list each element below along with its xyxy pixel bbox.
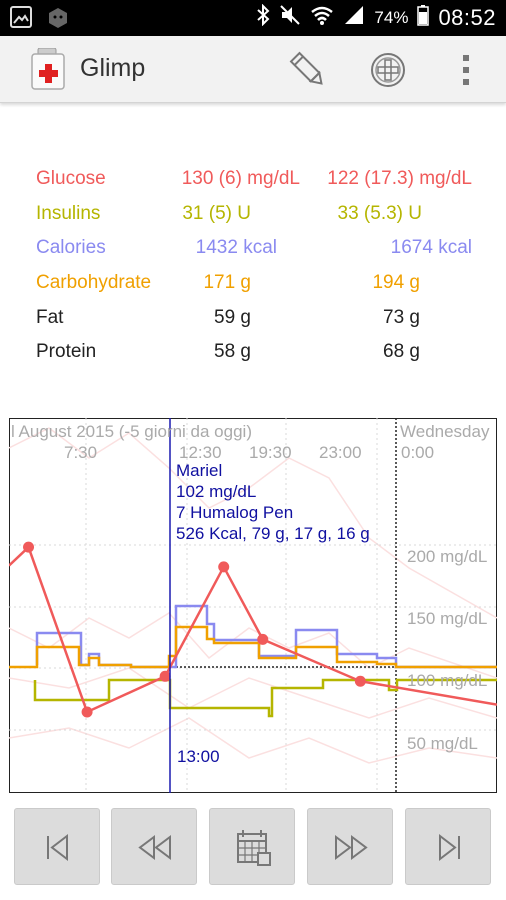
- stat-value-1: 1432 kcal: [195, 237, 277, 258]
- rewind-button[interactable]: [111, 808, 197, 885]
- glucose-point[interactable]: [159, 670, 171, 682]
- skip-first-icon: [47, 833, 68, 862]
- stat-value-1: 130 (6) mg/dL: [181, 168, 300, 189]
- chart-date-label: l August 2015 (-5 giorni da oggi): [11, 422, 252, 441]
- time-tick-label: 19:30: [249, 443, 292, 462]
- calendar-button[interactable]: [209, 808, 295, 885]
- glucose-point[interactable]: [257, 633, 269, 645]
- pencil-icon[interactable]: [288, 50, 328, 90]
- overflow-menu-icon[interactable]: [448, 50, 484, 90]
- skip-last-icon: [439, 833, 460, 862]
- stat-value-2: 122 (17.3) mg/dL: [327, 168, 472, 189]
- glucose-point[interactable]: [218, 561, 230, 573]
- stat-value-1: 58 g: [214, 341, 251, 362]
- stat-label: Carbohydrate: [36, 272, 152, 293]
- tooltip-line: 526 Kcal, 79 g, 17 g, 16 g: [176, 524, 370, 543]
- y-tick-label: 50 mg/dL: [407, 734, 478, 753]
- action-bar: Glimp: [0, 36, 506, 103]
- stat-value-1: 59 g: [214, 307, 251, 328]
- y-tick-label: 100 mg/dL: [407, 671, 487, 690]
- gallery-icon: [10, 6, 32, 28]
- rewind-icon: [138, 835, 171, 860]
- protein-row: Protein 58 g 68 g: [0, 341, 506, 375]
- y-tick-label: 200 mg/dL: [407, 547, 487, 566]
- insulins-row: Insulins 31 (5) U 33 (5.3) U: [0, 203, 506, 237]
- chart-next-day-label: Wednesday: [400, 422, 490, 441]
- stat-value-1: 31 (5) U: [182, 203, 251, 224]
- tooltip-line: 102 mg/dL: [176, 482, 256, 501]
- fat-row: Fat 59 g 73 g: [0, 307, 506, 341]
- glucose-row: Glucose 130 (6) mg/dL 122 (17.3) mg/dL: [0, 168, 506, 202]
- stat-label: Insulins: [36, 203, 101, 224]
- time-tick-label: 0:00: [401, 443, 434, 462]
- calories-row: Calories 1432 kcal 1674 kcal: [0, 237, 506, 271]
- carbohydrate-row: Carbohydrate 171 g 194 g: [0, 272, 506, 306]
- mute-icon: [279, 4, 301, 32]
- time-tick-label: 23:00: [319, 443, 362, 462]
- cat-icon: [46, 6, 70, 35]
- app-title: Glimp: [80, 54, 146, 82]
- add-circle-icon[interactable]: [368, 50, 408, 90]
- stat-value-1: 171 g: [203, 272, 251, 293]
- y-tick-label: 150 mg/dL: [407, 609, 487, 628]
- stat-label: Protein: [36, 341, 97, 362]
- glucose-point[interactable]: [354, 675, 366, 687]
- battery-icon: [417, 4, 430, 32]
- forward-button[interactable]: [307, 808, 393, 885]
- tooltip-line: 7 Humalog Pen: [176, 503, 293, 522]
- glucose-chart[interactable]: l August 2015 (-5 giorni da oggi) Wednes…: [9, 418, 497, 793]
- stat-label: Calories: [36, 237, 106, 258]
- stat-value-2: 73 g: [383, 307, 420, 328]
- stat-label: Glucose: [36, 168, 106, 189]
- cursor-time-label: 13:00: [177, 747, 220, 766]
- app-logo-icon: [30, 47, 66, 90]
- wifi-icon: [310, 4, 334, 32]
- battery-percent: 74%: [374, 8, 409, 27]
- stat-value-2: 33 (5.3) U: [337, 203, 422, 224]
- stat-value-2: 68 g: [383, 341, 420, 362]
- stat-value-2: 194 g: [372, 272, 420, 293]
- first-button[interactable]: [14, 808, 100, 885]
- bluetooth-icon: [256, 3, 270, 32]
- chart-tooltip: Mariel 102 mg/dL 7 Humalog Pen 526 Kcal,…: [176, 461, 370, 543]
- calendar-icon: [237, 830, 271, 866]
- stat-label: Fat: [36, 307, 64, 328]
- tooltip-line: Mariel: [176, 461, 222, 480]
- stat-value-2: 1674 kcal: [390, 237, 472, 258]
- glucose-point[interactable]: [23, 541, 35, 553]
- signal-icon: [343, 4, 365, 32]
- insulin-step-line: [33, 678, 497, 718]
- status-bar: 74% 08:52: [0, 0, 506, 36]
- clock: 08:52: [438, 5, 496, 30]
- time-tick-label: 12:30: [179, 443, 222, 462]
- time-tick-label: 7:30: [64, 443, 97, 462]
- glucose-series-line: [9, 544, 497, 714]
- last-button[interactable]: [405, 808, 491, 885]
- fast-forward-icon: [335, 835, 368, 860]
- glucose-point[interactable]: [81, 706, 93, 718]
